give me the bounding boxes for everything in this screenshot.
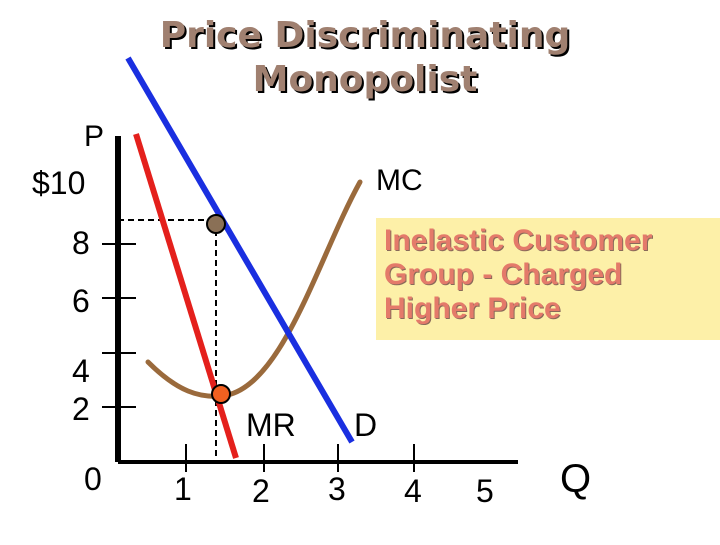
y-axis-label: P <box>84 120 104 153</box>
x-tick-label-3: 3 <box>328 471 346 507</box>
x-tick-label-4: 4 <box>404 473 422 509</box>
d-label: D <box>354 407 377 443</box>
mc-curve <box>145 179 363 399</box>
mr-label: MR <box>246 407 296 443</box>
y-tick-label-6: 6 <box>72 283 90 319</box>
y-tick-label-4: 4 <box>72 353 90 389</box>
x-tick-label-5: 5 <box>476 473 494 509</box>
y-tick-label-8: 8 <box>72 225 90 261</box>
mr-curve <box>133 133 239 459</box>
x-axis-label: Q <box>560 457 591 501</box>
title-line-1: Price Discriminating <box>159 15 571 56</box>
y-tick-label-0: 0 <box>84 461 102 497</box>
y-tick-label-2: 2 <box>72 391 90 427</box>
price-point <box>206 214 226 234</box>
callout-line-3: Higher Price <box>384 292 561 325</box>
x-tick-label-1: 1 <box>174 471 192 507</box>
mr-mc-intersection <box>211 384 231 404</box>
callout-line-2: Group - Charged <box>384 258 623 291</box>
diagram-title: Price Discriminating Monopolist <box>145 14 585 102</box>
inelastic-group-callout: Inelastic Customer Group - Charged Highe… <box>376 218 720 340</box>
x-tick-label-2: 2 <box>252 473 270 509</box>
y-tick-label-10: $10 <box>32 165 85 201</box>
title-line-2: Monopolist <box>252 59 478 100</box>
mc-label: MC <box>376 164 423 197</box>
callout-line-1: Inelastic Customer <box>384 224 653 257</box>
demand-curve <box>125 56 355 444</box>
